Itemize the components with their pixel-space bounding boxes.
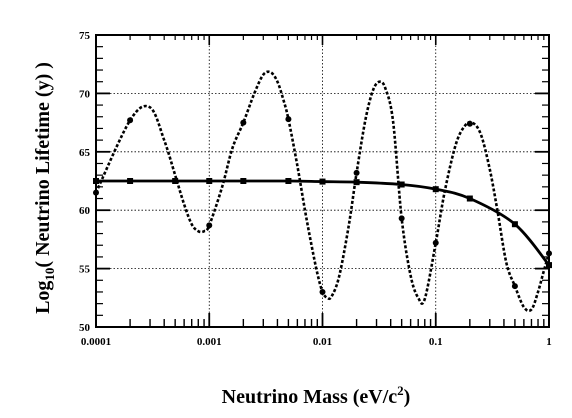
plot-frame [95, 34, 550, 328]
circle-marker [206, 222, 213, 229]
square-marker [127, 178, 134, 184]
y-tick-label: 70 [79, 88, 91, 100]
circle-marker [466, 120, 473, 127]
x-tick-label: 1 [546, 336, 552, 348]
x-axis-title: Neutrino Mass (eV/c2) [222, 383, 411, 408]
x-tick-label: 0.0001 [81, 336, 111, 348]
square-marker [319, 178, 326, 185]
circle-marker [127, 117, 134, 124]
minor-ticks [95, 34, 550, 328]
y-tick-label: 60 [79, 205, 91, 217]
y-tick-label: 75 [79, 30, 91, 42]
square-marker [285, 178, 292, 184]
circle-marker [353, 169, 360, 176]
square-marker [353, 179, 360, 186]
dashed-series-line [94, 70, 551, 313]
square-marker [172, 178, 179, 184]
y-tick-label: 50 [79, 322, 91, 334]
x-tick-label: 0.01 [313, 336, 332, 348]
square-marker [511, 221, 518, 228]
x-tick-label: 0.1 [429, 336, 443, 348]
series-markers [93, 116, 552, 295]
circle-marker [398, 215, 405, 222]
square-marker [432, 186, 439, 193]
circle-marker [240, 119, 247, 126]
circle-marker [511, 283, 518, 290]
square-marker [466, 195, 473, 202]
y-tick-label: 55 [79, 264, 91, 276]
square-marker [206, 178, 213, 184]
y-tick-label: 65 [79, 147, 91, 159]
x-tick-label: 0.001 [197, 336, 222, 348]
square-marker [240, 178, 247, 184]
circle-marker [285, 116, 292, 123]
tick-labels: 0.0001 0.001 0.01 0.1 1 50 55 60 65 70 75 [79, 30, 552, 348]
square-marker [398, 181, 405, 188]
y-axis-title: Log10( Neutrino Lifetime (y) ) [32, 62, 57, 314]
circle-marker [319, 288, 326, 295]
circle-marker [432, 239, 439, 246]
